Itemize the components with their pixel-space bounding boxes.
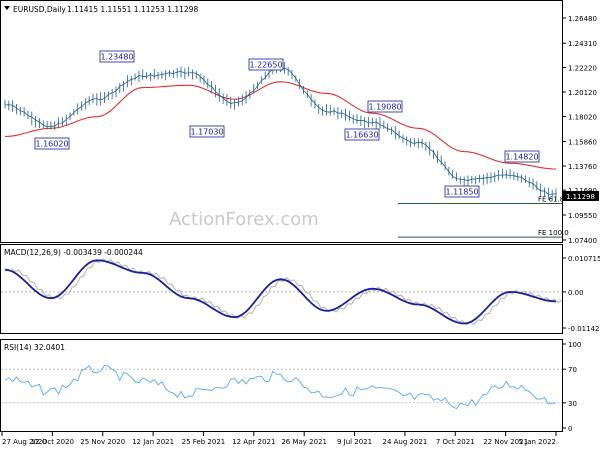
macd-plot [1, 258, 563, 326]
price-tick-label: 1.24310 [568, 40, 597, 48]
price-tick-label: 1.13760 [568, 163, 597, 171]
ohlc-label: 1.11415 1.11551 1.11253 1.11298 [67, 5, 198, 14]
price-annotation-label: 1.14820 [505, 153, 538, 162]
price-annotation-box [444, 185, 480, 198]
watermark: ActionForex.com [169, 209, 319, 230]
price-annotation-box [344, 128, 380, 141]
current-price-tag [563, 191, 599, 201]
price-annotation-label: 1.22650 [249, 61, 282, 70]
time-tick-label: 12 Apr 2021 [232, 438, 275, 446]
price-axis: 1.26480 1.24310 1.22220 1.20120 1.18020 1.158… [562, 15, 597, 245]
macd-panel-frame [0, 244, 563, 334]
price-tick-label: 1.20120 [568, 89, 597, 97]
time-tick-label: 25 Nov 2020 [80, 438, 125, 446]
price-plot [4, 61, 557, 201]
price-annotation-box [189, 125, 225, 138]
price-tick-label: 1.15860 [568, 139, 597, 147]
rsi-panel-frame [0, 339, 563, 432]
price-annotation-label: 1.11850 [445, 188, 478, 197]
time-tick-label: 5 Jan 2022 [518, 438, 556, 446]
rsi-plot [1, 364, 562, 410]
price-tick-label: 1.26480 [568, 15, 597, 23]
macd-title: MACD(12,26,9) -0.003439 -0.000244 [4, 248, 143, 257]
price-annotation-box [34, 137, 70, 150]
price-tick-label: 1.18020 [568, 113, 597, 121]
time-tick-label: 25 Feb 2021 [182, 438, 226, 446]
time-tick-label: 7 Oct 2021 [436, 438, 475, 446]
time-tick-label: 12 Oct 2020 [31, 438, 74, 446]
price-annotation-box [367, 100, 403, 113]
macd-tick-label: 0.010715 [568, 255, 600, 263]
rsi-tick-label: 100 [568, 341, 581, 349]
rsi-axis: 100 70 30 0 [562, 341, 581, 433]
macd-tick-label: -0.011424 [568, 325, 600, 333]
time-tick-label: 26 May 2021 [281, 438, 327, 446]
time-tick-label: 12 Jan 2021 [132, 438, 174, 446]
ma-line [4, 81, 557, 170]
fe-levels: FE 61.8 FE 100.0 [398, 195, 569, 238]
price-annotation-label: 1.23480 [100, 53, 133, 62]
macd-tick-label: 0.00 [568, 289, 584, 297]
price-annotation-label: 1.19080 [368, 103, 401, 112]
time-tick-label: 24 Aug 2021 [382, 438, 427, 446]
macd-main-line [4, 259, 557, 325]
price-tick-label: 1.09550 [568, 212, 597, 220]
symbol-label: EURUSD,Daily [13, 5, 66, 14]
rsi-tick-label: 0 [568, 425, 572, 433]
fe-level-label: FE 61.8 [538, 195, 564, 203]
price-panel-frame [0, 0, 563, 243]
price-tick-label: 1.07400 [568, 237, 597, 245]
price-tick-label: 1.22220 [568, 65, 597, 73]
price-annotation-label: 1.16020 [35, 140, 68, 149]
rsi-tick-label: 30 [568, 400, 577, 408]
time-tick-label: 9 Jul 2021 [337, 438, 372, 446]
macd-axis: 0.010715 0.00 -0.011424 [562, 255, 600, 333]
fe-level-label: FE 100.0 [538, 229, 569, 237]
time-tick-label: 22 Nov 2021 [483, 438, 528, 446]
price-annotation-box [504, 150, 540, 163]
dropdown-triangle-icon[interactable] [4, 6, 10, 10]
price-annotations: 1.23480 1.16020 1.17030 1.22650 1.19080 1.166… [34, 50, 540, 198]
rsi-tick-label: 70 [568, 366, 577, 374]
current-price-label: 1.11298 [566, 193, 595, 201]
price-annotation-box [99, 50, 135, 63]
rsi-line [4, 364, 557, 410]
price-annotation-label: 1.16630 [345, 131, 378, 140]
time-tick-label: 27 Aug 2020 [2, 438, 47, 446]
price-annotation-box [248, 58, 284, 71]
price-annotation-label: 1.17030 [190, 128, 223, 137]
rsi-title: RSI(14) 32.0401 [4, 343, 65, 352]
